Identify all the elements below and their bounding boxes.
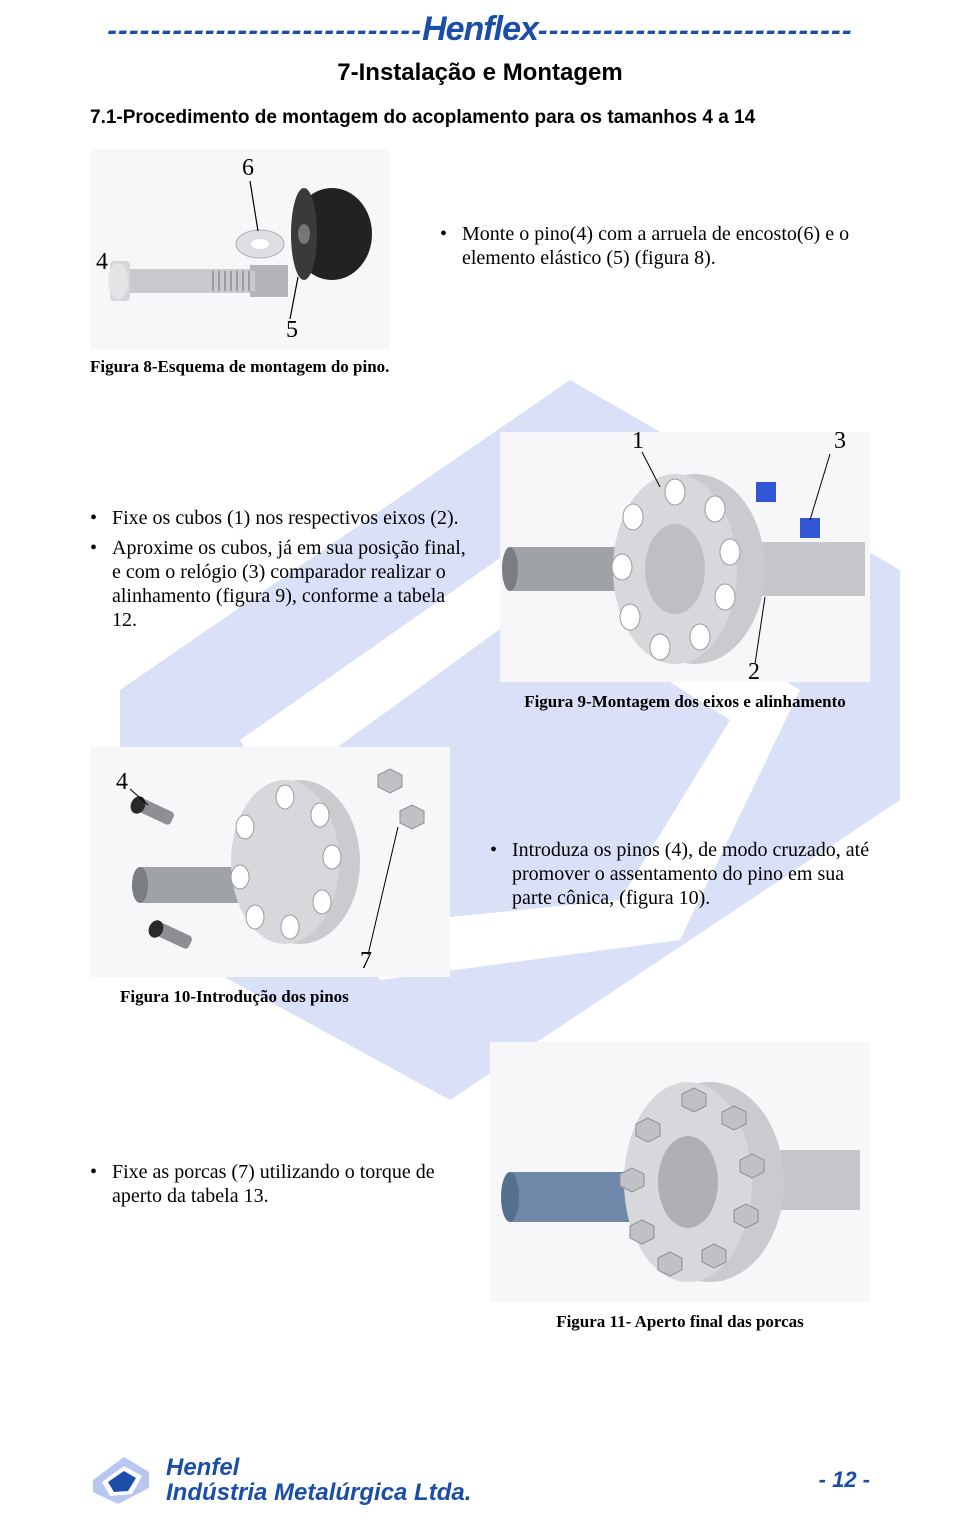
fig10-label-4: 4: [116, 769, 128, 796]
section-subtitle: 7.1-Procedimento de montagem do acoplame…: [90, 107, 870, 129]
page-footer: Henfel Indústria Metalúrgica Ltda. - 12 …: [90, 1454, 870, 1506]
figure-11: Figura 11- Aperto final das porcas: [490, 1042, 870, 1332]
fig8-label-4: 4: [96, 249, 108, 276]
header-rule: -----------------------------Henflex----…: [90, 10, 870, 49]
step2-bullet-2: Aproxime os cubos, já em sua posição fin…: [90, 536, 470, 632]
figure-9: 1 3 2 Figura 9-Montagem dos eixos e alin…: [500, 432, 870, 712]
fig8-label-5: 5: [286, 317, 298, 344]
figure-8: 4 6 5: [90, 149, 390, 349]
figure-10-caption: Figura 10-Introdução dos pinos: [120, 987, 349, 1007]
step2-bullet-1: Fixe os cubos (1) nos respectivos eixos …: [90, 506, 470, 530]
fig10-label-7: 7: [360, 948, 372, 975]
brand-name: Henflex: [422, 10, 538, 48]
section-title: 7-Instalação e Montagem: [90, 59, 870, 87]
figure-10: 4 7 Figura 10-Introdução dos pinos: [90, 747, 450, 1007]
figure-9-caption: Figura 9-Montagem dos eixos e alinhament…: [524, 692, 846, 712]
fig8-label-6: 6: [242, 155, 254, 182]
step3-text: Introduza os pinos (4), de modo cruzado,…: [490, 838, 870, 910]
fig9-label-1: 1: [632, 428, 644, 455]
figure-11-caption: Figura 11- Aperto final das porcas: [556, 1312, 804, 1332]
footer-logo-icon: [90, 1454, 152, 1506]
fig9-label-2: 2: [748, 659, 760, 686]
page-number: - 12 -: [819, 1467, 870, 1493]
step4-text: Fixe as porcas (7) utilizando o torque d…: [90, 1160, 460, 1208]
fig9-label-3: 3: [834, 428, 846, 455]
footer-brand: Henfel: [166, 1455, 471, 1480]
figure-8-caption: Figura 8-Esquema de montagem do pino.: [90, 357, 870, 377]
step1-text: Monte o pino(4) com a arruela de encosto…: [440, 222, 870, 270]
footer-company: Indústria Metalúrgica Ltda.: [166, 1480, 471, 1505]
